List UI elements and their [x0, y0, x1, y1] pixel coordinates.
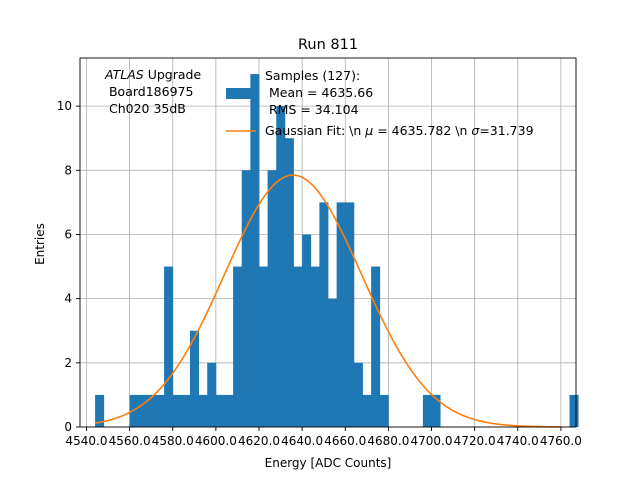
x-tick-label-6: 4660.0	[324, 434, 366, 448]
legend-samples-swatch	[226, 88, 256, 99]
histogram-bar-22	[284, 138, 294, 427]
histogram-bar-29	[345, 202, 355, 427]
histogram-bar-10	[181, 394, 191, 427]
x-tick-label-8: 4700.0	[411, 434, 453, 448]
histogram-bar-5	[138, 394, 148, 427]
legend-fit-prefix: Gaussian Fit: \n	[265, 123, 365, 138]
gaussian-fit-curve	[94, 174, 561, 428]
legend-fit-mu-value: = 4635.782 \n	[373, 123, 471, 138]
plot-frame	[79, 57, 577, 428]
histogram-bar-32	[371, 266, 381, 427]
histogram-bar-15	[224, 394, 234, 427]
annotation-upgrade: Upgrade	[144, 67, 202, 82]
y-tick-label-2: 4	[64, 292, 72, 306]
histogram-bar-55	[569, 394, 579, 427]
histogram-bar-27	[328, 298, 338, 427]
histogram-bar-17	[241, 170, 251, 427]
histogram-bar-9	[172, 394, 182, 427]
gaussian-fit-line	[94, 174, 561, 428]
legend-samples-line-1: Samples (127):	[265, 68, 360, 83]
histogram-bar-0	[95, 394, 105, 427]
histogram-bar-16	[233, 266, 243, 427]
histogram-bar-31	[362, 394, 372, 427]
x-tick-label-9: 4720.0	[454, 434, 496, 448]
histogram-bar-8	[164, 266, 174, 427]
histogram-bar-23	[293, 266, 303, 427]
legend-samples-mean: Mean = 4635.66	[265, 85, 373, 100]
x-tick-label-11: 4760.0	[540, 434, 582, 448]
legend-samples-rms: RMS = 34.104	[265, 102, 359, 117]
histogram-bar-19	[258, 266, 269, 427]
histogram-bar-4	[129, 394, 139, 427]
annotation-line-3: Ch020 35dB	[105, 101, 186, 116]
x-axis-label: Energy [ADC Counts]	[265, 456, 392, 470]
annotation-line-1: ATLAS Upgrade	[104, 67, 201, 82]
atlas-annotation: ATLAS Upgrade Board186975 Ch020 35dB	[104, 67, 201, 116]
y-tick-label-3: 6	[64, 227, 72, 241]
histogram-bar-6	[146, 394, 156, 427]
y-axis-label: Entries	[33, 223, 47, 265]
histogram-bar-30	[353, 362, 363, 427]
histogram-bar-39	[431, 394, 441, 427]
y-tick-label-5: 10	[57, 99, 72, 113]
y-tick-label-1: 2	[64, 356, 72, 370]
x-tick-label-3: 4600.0	[195, 434, 237, 448]
histogram-bar-28	[336, 202, 346, 427]
annotation-atlas-italic: ATLAS	[104, 67, 144, 82]
histogram-bar-18	[250, 74, 260, 427]
histogram-bar-24	[302, 234, 312, 427]
x-tick-label-0: 4540.0	[65, 434, 107, 448]
histogram-bar-25	[310, 266, 320, 427]
y-tick-label-0: 0	[64, 420, 72, 434]
x-tick-label-1: 4560.0	[109, 434, 151, 448]
y-axis-ticks: 0 2 4 6 8 10	[57, 99, 80, 434]
annotation-line-2: Board186975	[105, 84, 193, 99]
x-axis-ticks: 4540.0 4560.0 4580.0 4600.0 4620.0 4640.0 4660…	[65, 427, 582, 448]
histogram-bar-26	[319, 202, 329, 427]
histogram-bar-21	[276, 106, 286, 427]
histogram-bars	[95, 74, 579, 427]
histogram-bar-11	[189, 330, 200, 427]
x-tick-label-5: 4640.0	[281, 434, 323, 448]
histogram-bar-33	[379, 394, 389, 427]
histogram-bar-13	[207, 362, 217, 427]
x-tick-label-4: 4620.0	[238, 434, 280, 448]
histogram-bar-12	[198, 394, 208, 427]
histogram-bar-20	[267, 170, 277, 427]
legend-fit-label: Gaussian Fit: \n μ = 4635.782 \n σ=31.73…	[265, 123, 534, 138]
histogram-bar-14	[215, 394, 225, 427]
legend: Samples (127): Mean = 4635.66 RMS = 34.1…	[226, 68, 534, 138]
x-tick-label-10: 4740.0	[497, 434, 539, 448]
x-tick-label-2: 4580.0	[152, 434, 194, 448]
histogram-bar-7	[155, 394, 165, 427]
x-tick-label-7: 4680.0	[367, 434, 409, 448]
legend-fit-sigma-symbol: σ	[471, 123, 480, 138]
histogram-bar-38	[422, 394, 432, 427]
legend-fit-sigma-value: =31.739	[479, 123, 533, 138]
legend-fit-mu-symbol: μ	[364, 123, 373, 138]
y-tick-label-4: 8	[64, 163, 72, 177]
chart-title: Run 811	[298, 37, 358, 53]
